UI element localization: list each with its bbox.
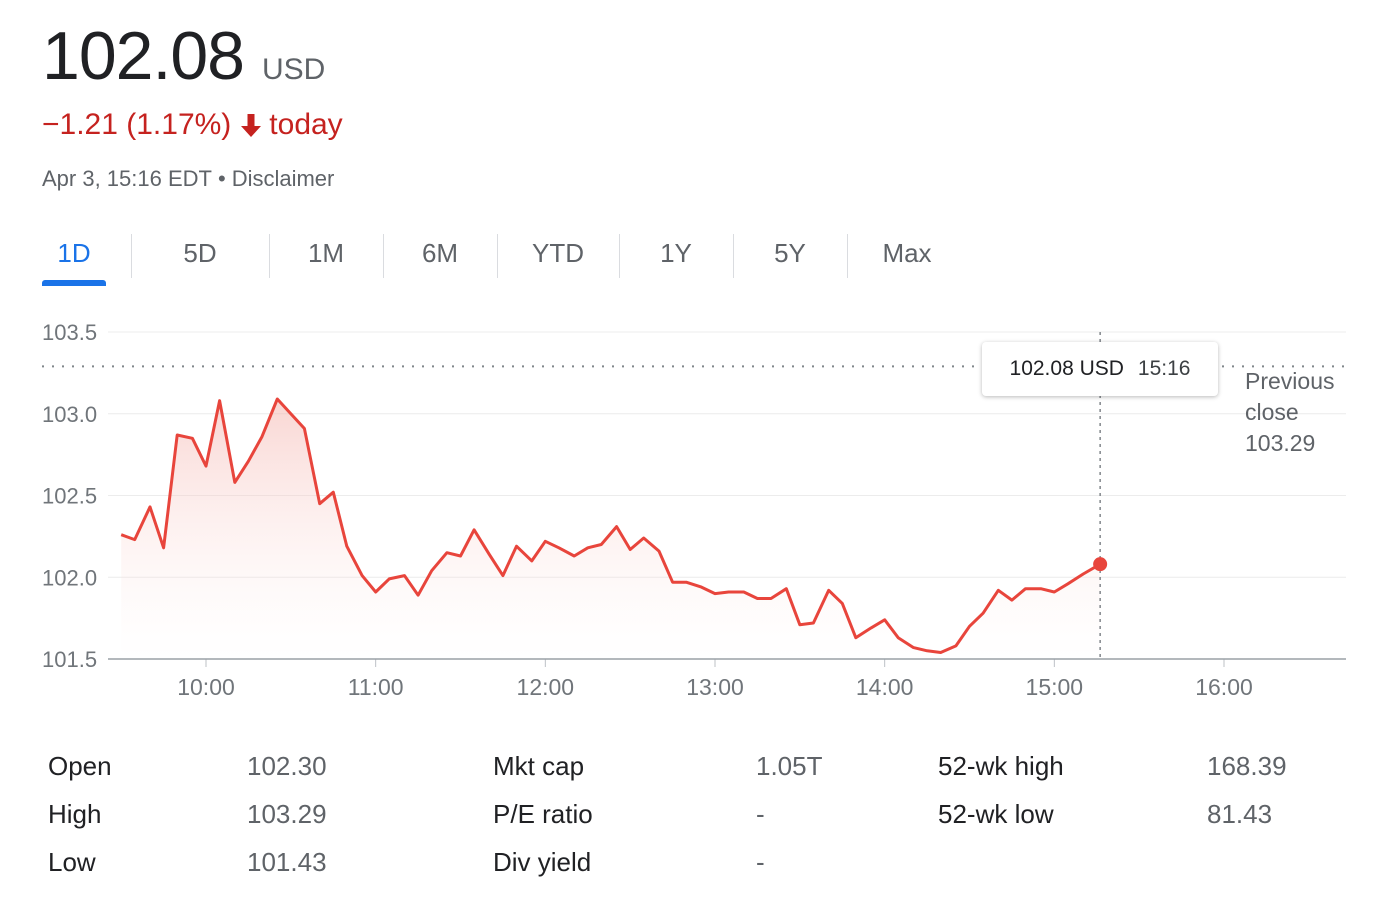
stats-column-2: Mkt cap 1.05T P/E ratio - Div yield -: [493, 742, 913, 886]
price-line: [120, 397, 1101, 654]
tab-label: Max: [882, 237, 932, 268]
stat-label: P/E ratio: [493, 798, 593, 829]
disclaimer-link[interactable]: Disclaimer: [231, 166, 335, 191]
stat-label: 52-wk high: [938, 750, 1064, 781]
stat-label: 52-wk low: [938, 798, 1054, 829]
timestamp: Apr 3, 15:16 EDT: [42, 166, 212, 191]
tab-1y[interactable]: 1Y: [619, 228, 733, 278]
stat-52wk-low: 52-wk low 81.43: [938, 790, 1348, 838]
key-stats: Open 102.30 High 103.29 Low 101.43 Mkt cap 1…: [48, 742, 1348, 892]
tab-label: 6M: [421, 237, 459, 268]
x-tick-label: 10:00: [177, 674, 235, 700]
previous-close-value: 103.29: [1245, 430, 1316, 456]
price-area: [121, 399, 1101, 659]
arrow-down-icon: [239, 110, 263, 140]
tooltip-time: 15:16: [1137, 357, 1191, 380]
separator-dot: •: [217, 166, 226, 191]
y-tick-label: 103.0: [42, 402, 97, 427]
timestamp-row: Apr 3, 15:16 EDT • Disclaimer: [42, 166, 334, 192]
previous-close-label: Previous close 103.29: [1245, 366, 1334, 459]
tab-label: YTD: [532, 237, 584, 268]
stat-value: -: [756, 798, 765, 829]
stat-52wk-high: 52-wk high 168.39: [938, 742, 1348, 790]
stat-label: Mkt cap: [493, 750, 585, 781]
stat-label: Low: [48, 846, 96, 877]
tab-6m[interactable]: 6M: [383, 228, 497, 278]
tab-label: 1D: [57, 237, 91, 268]
stat-label: Div yield: [493, 846, 592, 877]
stat-div-yield: Div yield -: [493, 838, 913, 886]
tooltip-price: 102.08 USD: [1009, 357, 1124, 380]
chart-svg: 101.5 102.0 102.5 103.0 103.5 10:00 11:00 12:0…: [42, 320, 1346, 700]
stat-value: 103.29: [247, 798, 327, 829]
change-amount: −1.21 (1.17%): [42, 108, 232, 141]
stat-value: 1.05T: [756, 750, 823, 781]
tab-5y[interactable]: 5Y: [733, 228, 847, 278]
x-axis-labels: 10:00 11:00 12:00 13:00 14:00 15:00 16:00: [177, 659, 1253, 700]
stats-column-1: Open 102.30 High 103.29 Low 101.43: [48, 742, 468, 886]
stat-value: 101.43: [247, 846, 327, 877]
price-chart[interactable]: 101.5 102.0 102.5 103.0 103.5 10:00 11:00 12:0…: [0, 300, 1381, 720]
price-header: 102.08 USD: [42, 18, 325, 94]
x-tick-label: 14:00: [856, 674, 914, 700]
y-axis-labels: 101.5 102.0 102.5 103.0 103.5: [42, 320, 97, 672]
tab-label: 5Y: [774, 237, 806, 268]
tab-5d[interactable]: 5D: [131, 228, 269, 278]
stat-mkt-cap: Mkt cap 1.05T: [493, 742, 913, 790]
stat-label: High: [48, 798, 102, 829]
tab-max[interactable]: Max: [847, 228, 967, 278]
tab-ytd[interactable]: YTD: [497, 228, 619, 278]
price-change: −1.21 (1.17%) today: [42, 108, 343, 142]
x-tick-label: 11:00: [348, 674, 404, 700]
change-period: today: [269, 108, 343, 141]
stat-value: 168.39: [1207, 750, 1287, 781]
tab-label: 1Y: [660, 237, 692, 268]
previous-close-text: close: [1245, 399, 1299, 425]
price-tooltip: 102.08 USD 15:16: [982, 342, 1218, 396]
current-price: 102.08: [42, 18, 245, 94]
stat-value: -: [756, 846, 765, 877]
x-tick-label: 12:00: [517, 674, 575, 700]
current-price-dot[interactable]: [1093, 557, 1108, 572]
previous-close-text: Previous: [1245, 368, 1335, 394]
x-tick-label: 16:00: [1195, 674, 1253, 700]
tab-label: 1M: [307, 237, 345, 268]
stat-label: Open: [48, 750, 112, 781]
y-tick-label: 101.5: [42, 647, 97, 672]
active-tab-indicator: [42, 280, 106, 286]
stat-low: Low 101.43: [48, 838, 468, 886]
range-tabs: 1D 5D 1M 6M YTD 1Y 5Y Max: [42, 228, 967, 288]
stat-pe-ratio: P/E ratio -: [493, 790, 913, 838]
stat-value: 81.43: [1207, 798, 1273, 829]
stat-open: Open 102.30: [48, 742, 468, 790]
y-tick-label: 103.5: [42, 320, 97, 345]
tab-1d[interactable]: 1D: [42, 228, 106, 286]
stat-high: High 103.29: [48, 790, 468, 838]
x-tick-label: 15:00: [1026, 674, 1084, 700]
x-tick-label: 13:00: [686, 674, 744, 700]
tab-label: 5D: [183, 237, 217, 268]
tab-1m[interactable]: 1M: [269, 228, 383, 278]
currency-label: USD: [261, 53, 326, 86]
y-tick-label: 102.0: [42, 565, 97, 590]
y-tick-label: 102.5: [42, 484, 97, 509]
stats-column-3: 52-wk high 168.39 52-wk low 81.43: [938, 742, 1348, 838]
stat-value: 102.30: [247, 750, 327, 781]
